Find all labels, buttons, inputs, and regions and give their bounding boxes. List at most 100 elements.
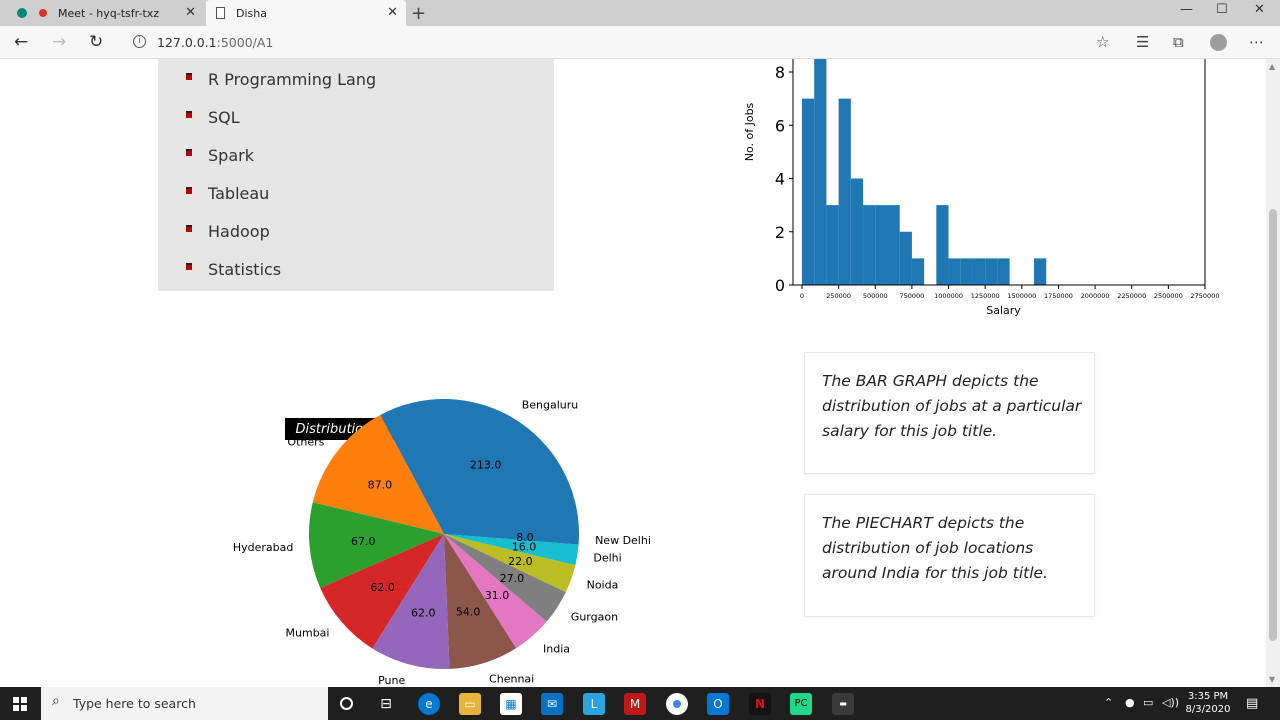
chrome-icon[interactable] <box>666 693 688 715</box>
x-tick-label: 750000 <box>899 292 924 300</box>
page-icon <box>216 7 225 19</box>
task-view-icon[interactable]: ⊟ <box>380 696 392 712</box>
l-app-icon[interactable]: L <box>583 693 605 715</box>
histogram-bar <box>887 205 900 285</box>
pycharm-icon[interactable]: PC <box>790 693 812 715</box>
tray-chevron-icon[interactable]: ⌃ <box>1104 696 1114 709</box>
x-tick-label: 2250000 <box>1117 292 1146 300</box>
pie-slice <box>309 502 444 588</box>
skill-label: R Programming Lang <box>208 70 377 89</box>
histogram-bar <box>838 98 851 285</box>
pie-slice <box>444 534 566 622</box>
store-icon[interactable]: ▦ <box>500 693 522 715</box>
search-input[interactable]: ⌕ Type here to search <box>41 687 328 720</box>
favorites-icon[interactable]: ☰ <box>1136 33 1150 51</box>
search-icon: ⌕ <box>52 693 60 709</box>
page-content: R Programming Lang SQL Spark Tableau Had… <box>0 59 1266 687</box>
terminal-icon[interactable]: ▬ <box>832 693 854 715</box>
list-item: Spark <box>186 141 486 165</box>
pie-value-label: 213.0 <box>470 459 502 472</box>
histogram-bar <box>863 205 876 285</box>
file-explorer-icon[interactable]: ▭ <box>459 693 481 715</box>
list-item: Statistics <box>186 255 486 279</box>
bullet-icon <box>186 187 192 194</box>
url-field[interactable]: 127.0.0.1:5000/A1 <box>157 35 273 50</box>
pie-value-label: 54.0 <box>456 605 481 618</box>
x-tick-label: 250000 <box>826 292 851 300</box>
profile-avatar[interactable] <box>1210 34 1227 51</box>
histogram-bar <box>1034 258 1047 285</box>
edge-icon[interactable]: e <box>418 693 440 715</box>
outlook-icon[interactable]: O <box>707 693 729 715</box>
x-tick-label: 0 <box>800 292 804 300</box>
bar-graph-description-card: The BAR GRAPH depicts the distribution o… <box>804 352 1095 474</box>
pie-category-label: Chennai <box>489 672 534 685</box>
x-axis-label: Salary <box>986 304 1021 317</box>
skill-label: Tableau <box>208 184 270 203</box>
tab-bar: Meet - hyq-tsfr-txz ✕ Disha ✕ + — ☐ ✕ <box>0 0 1280 26</box>
bullet-icon <box>186 111 192 118</box>
mcafee-icon[interactable]: M <box>624 693 646 715</box>
histogram-bar <box>814 59 827 285</box>
pie-category-label: Pune <box>378 674 405 687</box>
histogram-bar <box>997 258 1010 285</box>
pie-slice <box>372 534 450 669</box>
mail-icon[interactable]: ✉ <box>541 693 563 715</box>
skill-label: Spark <box>208 146 254 165</box>
tab-disha[interactable]: Disha ✕ <box>206 0 406 26</box>
maximize-icon[interactable]: ☐ <box>1216 2 1228 17</box>
pie-slice <box>312 414 444 534</box>
histogram-bar <box>850 178 864 285</box>
scrollbar-thumb[interactable] <box>1269 209 1277 641</box>
histogram-bar <box>936 205 949 285</box>
tab-title: Disha <box>236 7 267 20</box>
collections-icon[interactable]: ⧉ <box>1173 33 1184 51</box>
card-text: The BAR GRAPH depicts the distribution o… <box>822 372 1082 440</box>
windows-start-icon[interactable] <box>13 697 27 711</box>
x-tick-label: 1750000 <box>1044 292 1073 300</box>
recording-dot-icon <box>39 9 47 17</box>
histogram-bar <box>948 258 961 285</box>
meet-icon <box>17 8 27 18</box>
skill-label: SQL <box>208 108 240 127</box>
tab-meet[interactable]: Meet - hyq-tsfr-txz ✕ <box>0 0 204 26</box>
pie-category-label: Bengaluru <box>522 398 579 411</box>
pie-value-label: 27.0 <box>500 572 524 585</box>
close-tab-icon[interactable]: ✕ <box>185 5 196 20</box>
close-tab-icon[interactable]: ✕ <box>387 5 398 20</box>
close-window-icon[interactable]: ✕ <box>1254 2 1265 17</box>
pie-value-label: 62.0 <box>411 606 436 619</box>
histogram-bar <box>826 205 839 285</box>
refresh-icon[interactable]: ↻ <box>89 32 104 52</box>
forward-icon[interactable]: → <box>52 32 67 52</box>
pie-category-label: Mumbai <box>286 627 330 640</box>
favorite-star-icon[interactable]: ☆ <box>1096 33 1110 51</box>
x-tick-label: 1000000 <box>934 292 963 300</box>
skill-label: Hadoop <box>208 222 270 241</box>
more-menu-icon[interactable]: ⋯ <box>1249 33 1264 51</box>
pie-category-label: Hyderabad <box>233 541 294 554</box>
vertical-scrollbar[interactable]: ▲ ▼ <box>1266 59 1280 687</box>
x-tick-label: 2750000 <box>1191 292 1220 300</box>
back-icon[interactable]: ← <box>14 32 29 52</box>
histogram-bar <box>960 258 973 285</box>
pie-category-label: Delhi <box>593 551 621 564</box>
pie-slice <box>380 398 579 534</box>
bullet-icon <box>186 263 192 270</box>
cortana-icon[interactable] <box>340 697 353 710</box>
minimize-icon[interactable]: — <box>1180 2 1193 17</box>
pie-category-label: Gurgaon <box>571 610 618 623</box>
clock[interactable]: 3:35 PM 8/3/2020 <box>1180 690 1236 716</box>
site-info-icon[interactable]: i <box>133 35 146 48</box>
pie-slice <box>444 534 576 593</box>
volume-icon[interactable]: ◁)) <box>1162 696 1180 709</box>
pie-category-label: India <box>543 642 570 655</box>
netflix-icon[interactable]: N <box>749 693 771 715</box>
scroll-up-icon[interactable]: ▲ <box>1269 62 1276 71</box>
new-tab-button[interactable]: + <box>411 3 427 24</box>
network-icon[interactable]: ▭ <box>1143 696 1154 709</box>
microphone-icon[interactable]: ● <box>1125 696 1135 709</box>
notifications-icon[interactable]: ▤ <box>1246 696 1259 711</box>
scroll-down-icon[interactable]: ▼ <box>1269 675 1276 684</box>
locations-pie-chart: Distribution of job locations213.0Bengal… <box>233 398 651 687</box>
